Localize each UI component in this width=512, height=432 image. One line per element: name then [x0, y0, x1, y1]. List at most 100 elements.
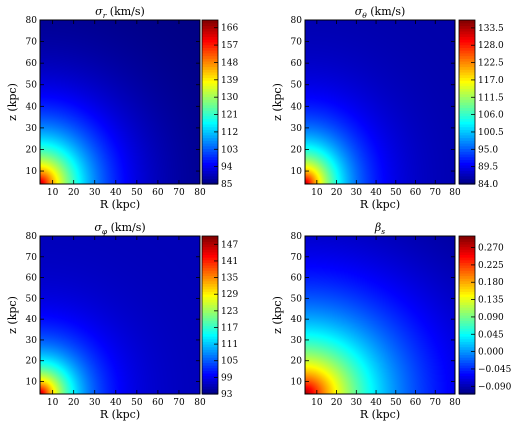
colorbar-segment [459, 264, 475, 269]
colorbar-tick-label: 147 [221, 240, 238, 250]
colorbar-segment [459, 102, 475, 106]
colorbar-segment [202, 82, 218, 87]
colorbar-segment [459, 110, 475, 114]
x-tick-label: 10 [311, 188, 323, 198]
y-tick-label: 70 [26, 38, 38, 48]
x-tick-label: 40 [370, 398, 382, 408]
colorbar-segment [459, 346, 475, 350]
colorbar-segment [459, 22, 475, 27]
colorbar-segment [459, 112, 475, 117]
x-tick-label: 20 [331, 398, 343, 408]
x-tick-label: 80 [194, 188, 206, 198]
colorbar-segment [202, 267, 218, 271]
colorbar-segment [202, 164, 218, 169]
colorbar-tick-label: 105 [221, 357, 238, 367]
colorbar-segment [202, 104, 218, 109]
colorbar-segment [202, 357, 218, 361]
colorbar-segment [459, 25, 475, 29]
colorbar-segment [459, 238, 475, 242]
x-tick-label: 10 [311, 398, 323, 408]
x-tick-label: 60 [410, 188, 422, 198]
colorbar-segment [459, 307, 475, 311]
colorbar-tick-label: 111 [221, 340, 238, 350]
colorbar-segment [202, 44, 218, 48]
colorbar-segment [202, 91, 218, 95]
colorbar-segment [202, 156, 218, 160]
colorbar-segment [459, 267, 475, 271]
chart-title: σφ (km/s) [94, 221, 145, 236]
colorbar-segment [202, 123, 218, 128]
y-tick-label: 40 [26, 315, 38, 325]
y-tick-label: 80 [291, 232, 303, 242]
colorbar-segment [202, 115, 218, 119]
y-tick-label: 30 [291, 124, 303, 134]
colorbar-segment [459, 77, 475, 81]
colorbar-tick-label: 0.180 [478, 278, 504, 288]
colorbar-segment [459, 254, 475, 258]
colorbar-segment [459, 367, 475, 371]
colorbar-segment [459, 293, 475, 298]
plot-frame [39, 235, 201, 395]
colorbar-segment [459, 47, 475, 51]
colorbar-segment [459, 134, 475, 139]
colorbar-segment [202, 140, 218, 144]
colorbar-tick-label: 130 [221, 93, 238, 103]
x-axis-label: R (kpc) [100, 408, 140, 421]
x-tick-label: 40 [110, 188, 122, 198]
colorbar-segment [202, 88, 218, 92]
y-tick-label: 60 [291, 59, 303, 69]
colorbar-segment [459, 132, 475, 136]
colorbar-segment [459, 380, 475, 385]
y-tick-label: 30 [26, 336, 38, 346]
colorbar-segment [202, 315, 218, 319]
plot-frame [39, 19, 201, 185]
colorbar-segment [202, 20, 218, 24]
colorbar-segment [202, 367, 218, 371]
colorbar-tick-label: 117 [221, 323, 238, 333]
x-tick-label: 50 [390, 398, 402, 408]
colorbar-segment [459, 283, 475, 287]
colorbar-segment [459, 99, 475, 103]
colorbar-segment [202, 312, 218, 316]
colorbar-segment [459, 288, 475, 292]
x-tick-label: 50 [390, 188, 402, 198]
colorbar-segment [202, 280, 218, 284]
y-tick-label: 40 [26, 102, 38, 112]
colorbar-segment [202, 291, 218, 295]
x-tick-label: 70 [430, 398, 442, 408]
colorbar-tick-label: 106.0 [478, 111, 504, 121]
x-tick-label: 40 [110, 398, 122, 408]
colorbar-segment [202, 370, 218, 374]
colorbar-segment [459, 378, 475, 382]
colorbar-segment [459, 159, 475, 163]
colorbar-tick-label: 103 [221, 145, 238, 155]
colorbar-segment [459, 388, 475, 392]
colorbar-segment [202, 241, 218, 245]
colorbar-segment [459, 173, 475, 177]
colorbar-segment [202, 343, 218, 348]
colorbar-segment [202, 77, 218, 81]
colorbar-tick-label: −0.045 [478, 365, 512, 375]
heatmap-surface [305, 20, 455, 184]
colorbar-segment [459, 164, 475, 169]
title-symbol: σ [355, 5, 363, 18]
colorbar-segment [459, 107, 475, 111]
colorbar-segment [202, 251, 218, 256]
x-tick-label: 30 [351, 398, 363, 408]
y-axis-label: z (kpc) [271, 83, 284, 121]
colorbar-tick-label: 85 [221, 180, 233, 190]
y-tick-label: 80 [291, 16, 303, 26]
colorbar-tick-label: 99 [221, 373, 233, 383]
colorbar-segment [202, 175, 218, 180]
colorbar-segment [459, 85, 475, 89]
colorbar-tick-label: 121 [221, 111, 238, 121]
colorbar-segment [202, 380, 218, 385]
colorbar-segment [459, 351, 475, 356]
y-tick-label: 50 [26, 294, 38, 304]
colorbar-segment [202, 102, 218, 106]
x-tick-label: 10 [47, 398, 59, 408]
colorbar-segment [202, 63, 218, 68]
colorbar-segment [202, 22, 218, 27]
colorbar-segment [459, 362, 475, 366]
colorbar-segment [459, 123, 475, 128]
